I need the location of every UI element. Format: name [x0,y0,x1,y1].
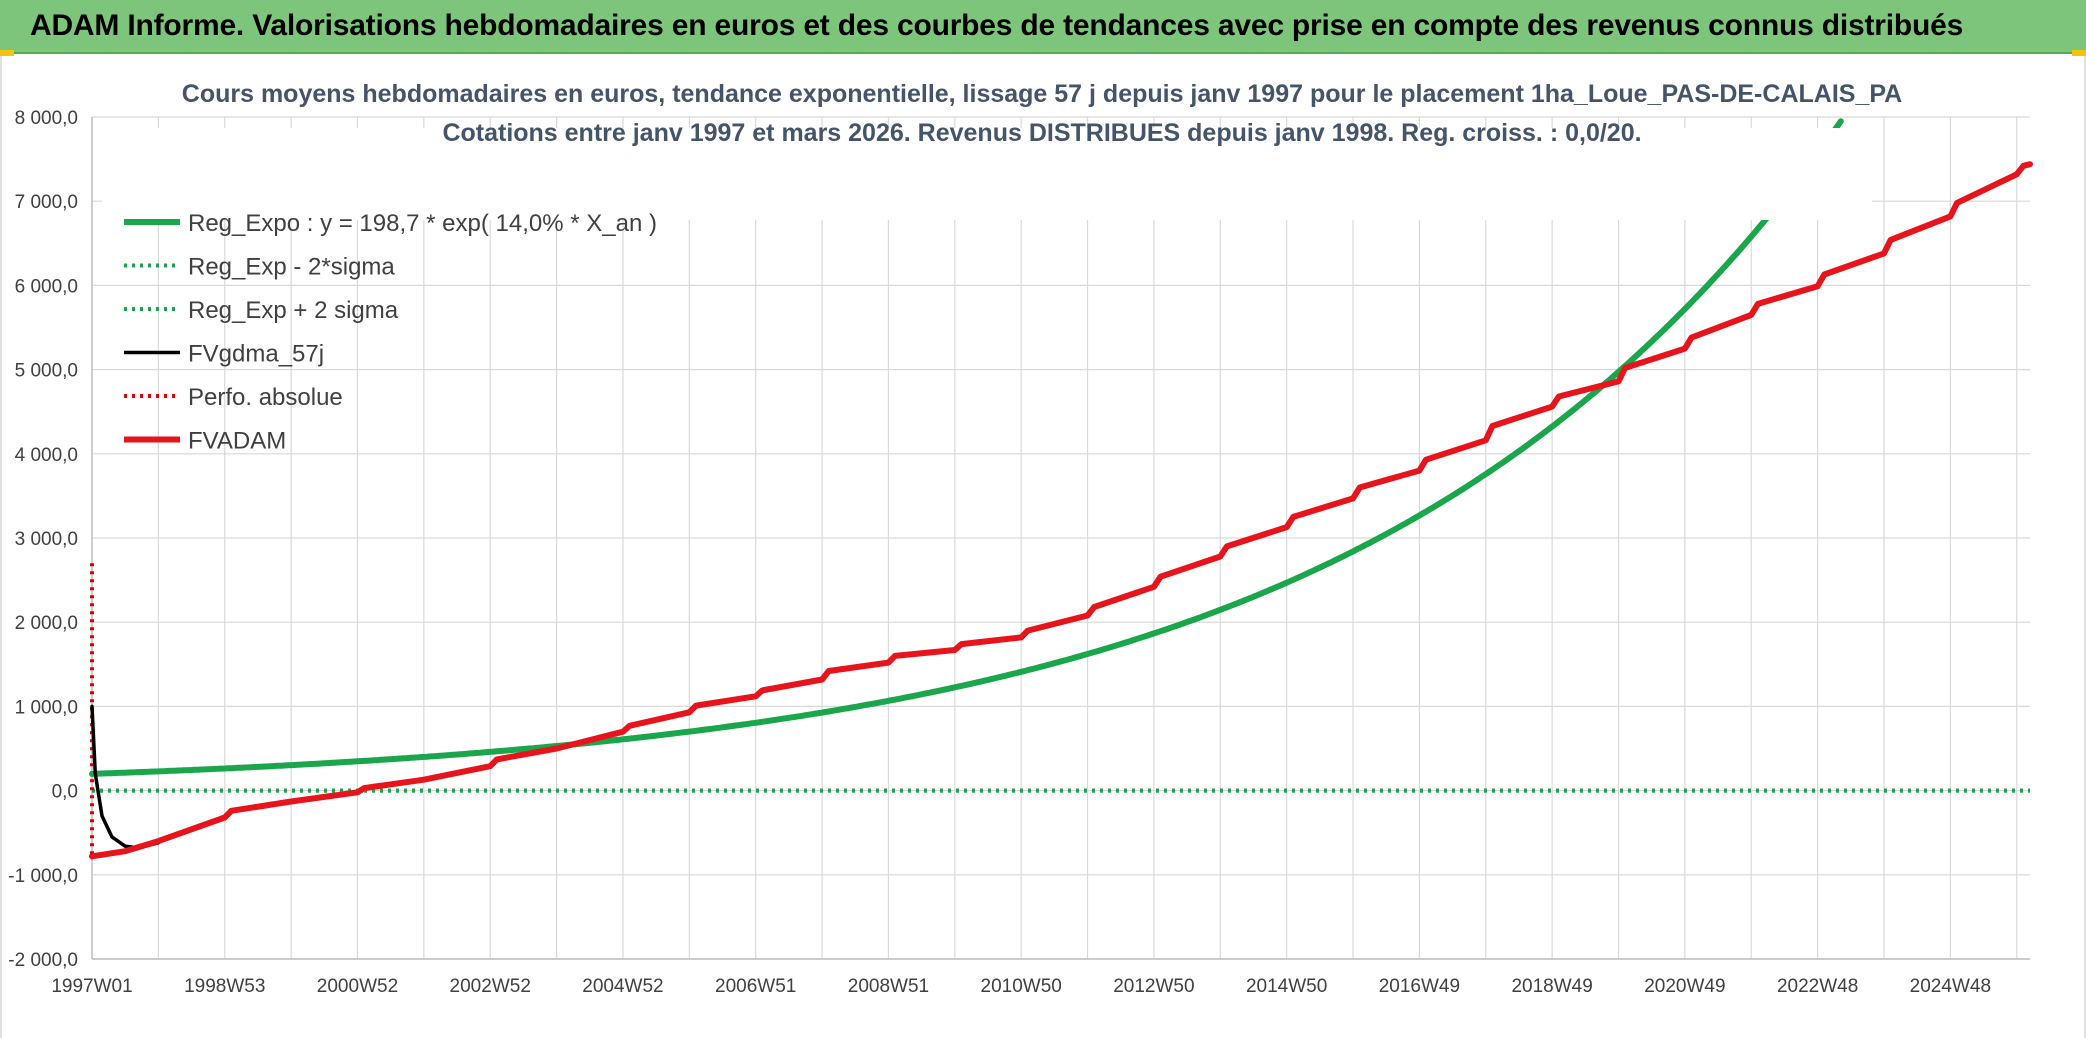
series-group [89,118,2033,860]
x-tick-label: 2018W49 [1511,976,1592,997]
chart-svg: -2 000,0 -1 000,0 0,0 1 000,0 2 000,0 3 000,0… [8,80,2033,997]
series-line-0 [89,118,1844,777]
report-banner: ADAM Informe. Valorisations hebdomadaire… [0,0,2086,54]
series-line-3 [90,704,161,850]
x-axis-ticks: 1997W01 1998W53 2000W52 2002W52 2004W52 2006W… [51,976,1991,997]
legend-label-5: FVADAM [188,428,286,455]
corner-marker-right [2072,50,2086,56]
y-tick-label: 2 000,0 [15,613,78,634]
corner-marker-left [0,50,14,56]
legend-label-3: FVgdma_57j [188,341,324,368]
y-tick-label: 3 000,0 [15,529,78,550]
legend-label-0: Reg_Expo : y = 198,7 * exp( 14,0% * X_an… [188,210,657,237]
x-tick-label: 1997W01 [51,976,132,997]
y-tick-label: -1 000,0 [8,866,78,887]
gridlines [91,116,2030,960]
chart-title: Cours moyens hebdomadaires en euros, ten… [182,80,1902,108]
x-tick-label: 2006W51 [715,976,796,997]
x-tick-label: 2024W48 [1910,976,1991,997]
x-tick-label: 2016W49 [1379,976,1460,997]
x-tick-label: 2014W50 [1246,976,1327,997]
y-tick-label: 1 000,0 [15,697,78,718]
x-tick-label: 2004W52 [582,976,663,997]
x-tick-label: 2012W50 [1113,976,1194,997]
x-tick-label: 1998W53 [184,976,265,997]
legend-label-1: Reg_Exp - 2*sigma [188,254,395,281]
x-tick-label: 2020W49 [1644,976,1725,997]
y-tick-label: 8 000,0 [15,108,78,129]
chart-subtitle: Cotations entre janv 1997 et mars 2026. … [442,119,1641,147]
y-tick-label: 0,0 [52,782,78,803]
x-tick-label: 2010W50 [981,976,1062,997]
x-tick-label: 2002W52 [450,976,531,997]
chart-frame: -2 000,0 -1 000,0 0,0 1 000,0 2 000,0 3 000,0… [0,56,2086,1038]
report-title: ADAM Informe. Valorisations hebdomadaire… [30,9,1964,42]
y-axis-ticks: -2 000,0 -1 000,0 0,0 1 000,0 2 000,0 3 000,0… [8,108,78,971]
y-tick-label: 4 000,0 [15,445,78,466]
legend-label-2: Reg_Exp + 2 sigma [188,297,399,324]
y-tick-label: 7 000,0 [15,192,78,213]
series-line-5 [89,161,2033,860]
legend: Reg_Expo : y = 198,7 * exp( 14,0% * X_an… [124,210,657,455]
y-tick-label: 6 000,0 [15,276,78,297]
y-tick-label: 5 000,0 [15,361,78,382]
x-tick-label: 2008W51 [848,976,929,997]
x-tick-label: 2022W48 [1777,976,1858,997]
y-tick-label: -2 000,0 [8,950,78,971]
legend-label-4: Perfo. absolue [188,384,343,411]
x-tick-label: 2000W52 [317,976,398,997]
title-background [102,128,1872,220]
